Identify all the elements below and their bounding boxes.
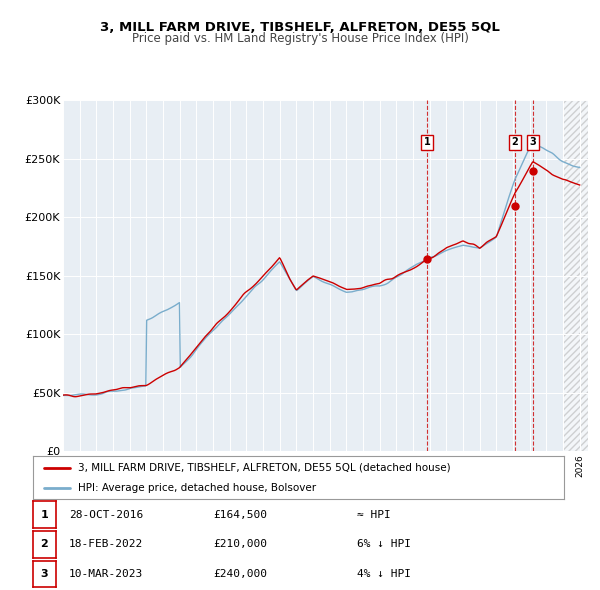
Text: 3, MILL FARM DRIVE, TIBSHELF, ALFRETON, DE55 5QL (detached house): 3, MILL FARM DRIVE, TIBSHELF, ALFRETON, … bbox=[78, 463, 451, 473]
Text: 18-FEB-2022: 18-FEB-2022 bbox=[69, 539, 143, 549]
Text: 2: 2 bbox=[41, 539, 48, 549]
Text: 2: 2 bbox=[512, 137, 518, 148]
Text: 1: 1 bbox=[424, 137, 430, 148]
Text: 3, MILL FARM DRIVE, TIBSHELF, ALFRETON, DE55 5QL: 3, MILL FARM DRIVE, TIBSHELF, ALFRETON, … bbox=[100, 21, 500, 34]
Text: 10-MAR-2023: 10-MAR-2023 bbox=[69, 569, 143, 579]
Text: 6% ↓ HPI: 6% ↓ HPI bbox=[357, 539, 411, 549]
Text: £210,000: £210,000 bbox=[213, 539, 267, 549]
Text: 3: 3 bbox=[41, 569, 48, 579]
Text: HPI: Average price, detached house, Bolsover: HPI: Average price, detached house, Bols… bbox=[78, 483, 316, 493]
Text: 4% ↓ HPI: 4% ↓ HPI bbox=[357, 569, 411, 579]
Text: 3: 3 bbox=[529, 137, 536, 148]
Text: 28-OCT-2016: 28-OCT-2016 bbox=[69, 510, 143, 520]
Text: ≈ HPI: ≈ HPI bbox=[357, 510, 391, 520]
Text: £240,000: £240,000 bbox=[213, 569, 267, 579]
Text: Price paid vs. HM Land Registry's House Price Index (HPI): Price paid vs. HM Land Registry's House … bbox=[131, 32, 469, 45]
Text: £164,500: £164,500 bbox=[213, 510, 267, 520]
Text: 1: 1 bbox=[41, 510, 48, 520]
